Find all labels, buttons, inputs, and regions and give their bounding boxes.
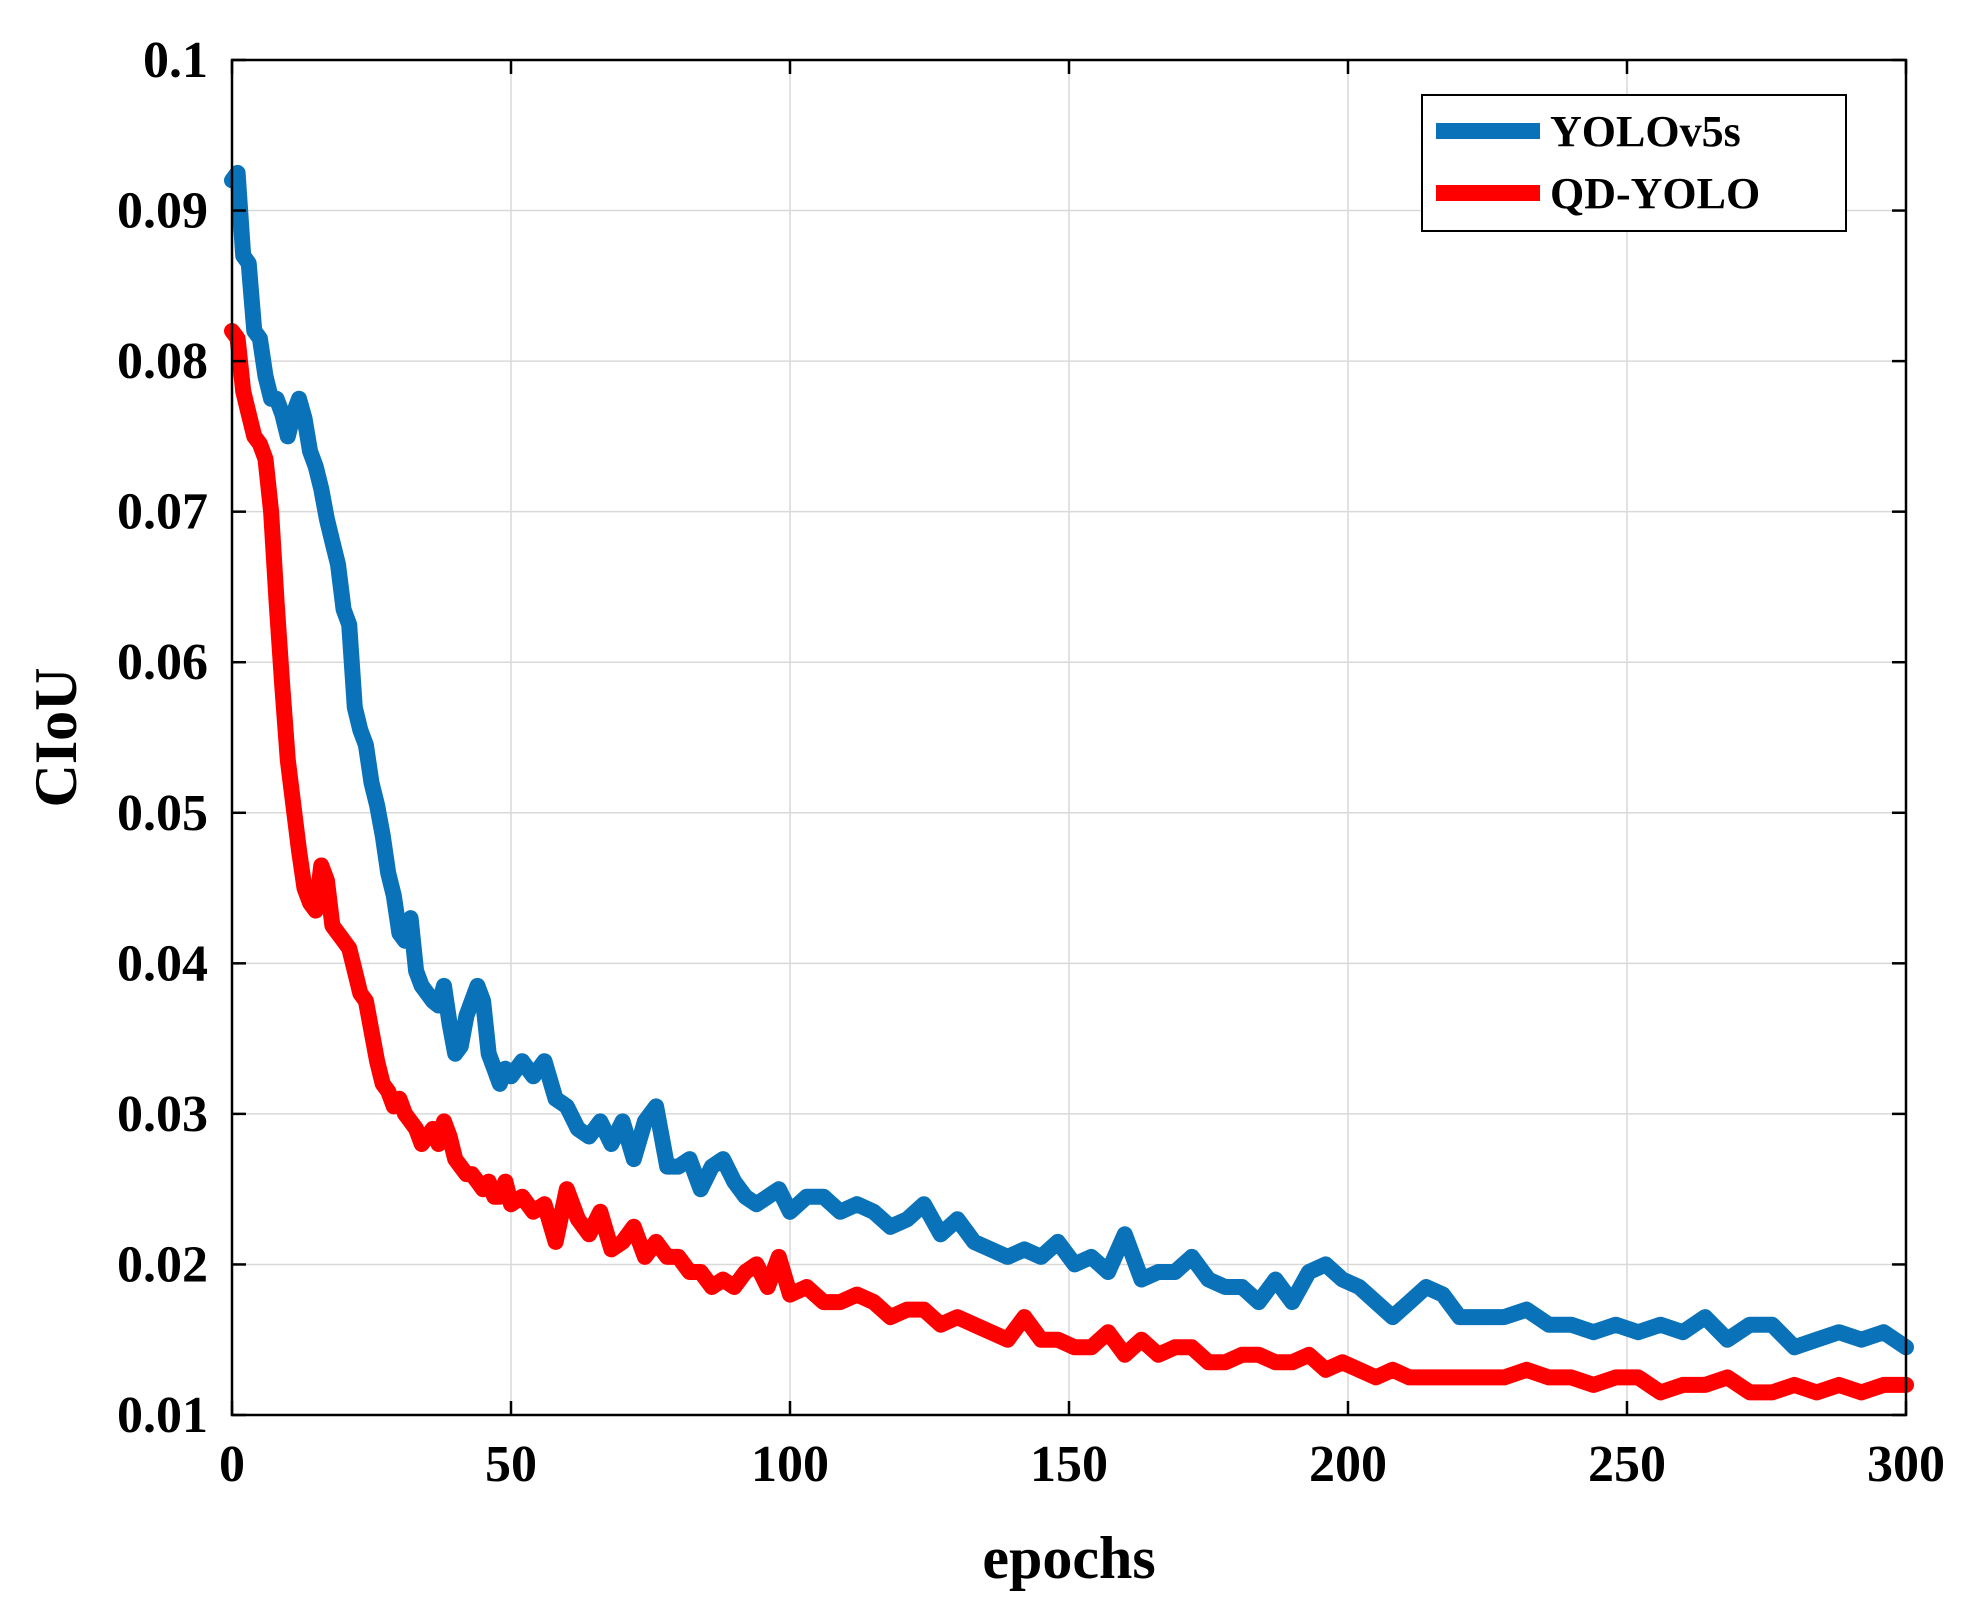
legend-label-qd-yolo: QD-YOLO [1550, 169, 1760, 218]
y-tick-label: 0.04 [117, 935, 208, 992]
legend-label-yolov5s: YOLOv5s [1550, 107, 1741, 156]
axis-ticks [230, 58, 1908, 1417]
x-tick-label: 250 [1588, 1436, 1666, 1493]
x-tick-label: 300 [1867, 1436, 1945, 1493]
grid-lines [232, 60, 1906, 1415]
series-lines [224, 164, 1914, 1401]
legend-box [1421, 94, 1847, 232]
y-tick-label: 0.1 [143, 32, 208, 89]
x-tick-label: 150 [1030, 1436, 1108, 1493]
series-line-yolov5s [224, 164, 1914, 1356]
x-tick-labels: 0 50 100 150 200 250 300 [219, 1436, 1945, 1493]
y-tick-label: 0.09 [117, 183, 208, 240]
x-tick-label: 0 [219, 1436, 245, 1493]
y-tick-label: 0.07 [117, 484, 208, 541]
x-tick-label: 100 [751, 1436, 829, 1493]
y-tick-label: 0.05 [117, 785, 208, 842]
y-axis-title: CIoU [23, 667, 89, 807]
y-tick-label: 0.08 [117, 333, 208, 390]
y-tick-labels: 0.01 0.02 0.03 0.04 0.05 0.06 0.07 0.08 0.09 0.1 [117, 32, 208, 1444]
x-tick-label: 50 [485, 1436, 537, 1493]
series-line-qd-yolo [224, 323, 1914, 1401]
x-axis-title: epochs [982, 1525, 1155, 1591]
y-tick-label: 0.03 [117, 1086, 208, 1143]
y-tick-label: 0.01 [117, 1387, 208, 1444]
y-tick-label: 0.02 [117, 1236, 208, 1293]
x-tick-label: 200 [1309, 1436, 1387, 1493]
legend: YOLOv5s QD-YOLO [1421, 94, 1847, 232]
y-tick-label: 0.06 [117, 634, 208, 691]
